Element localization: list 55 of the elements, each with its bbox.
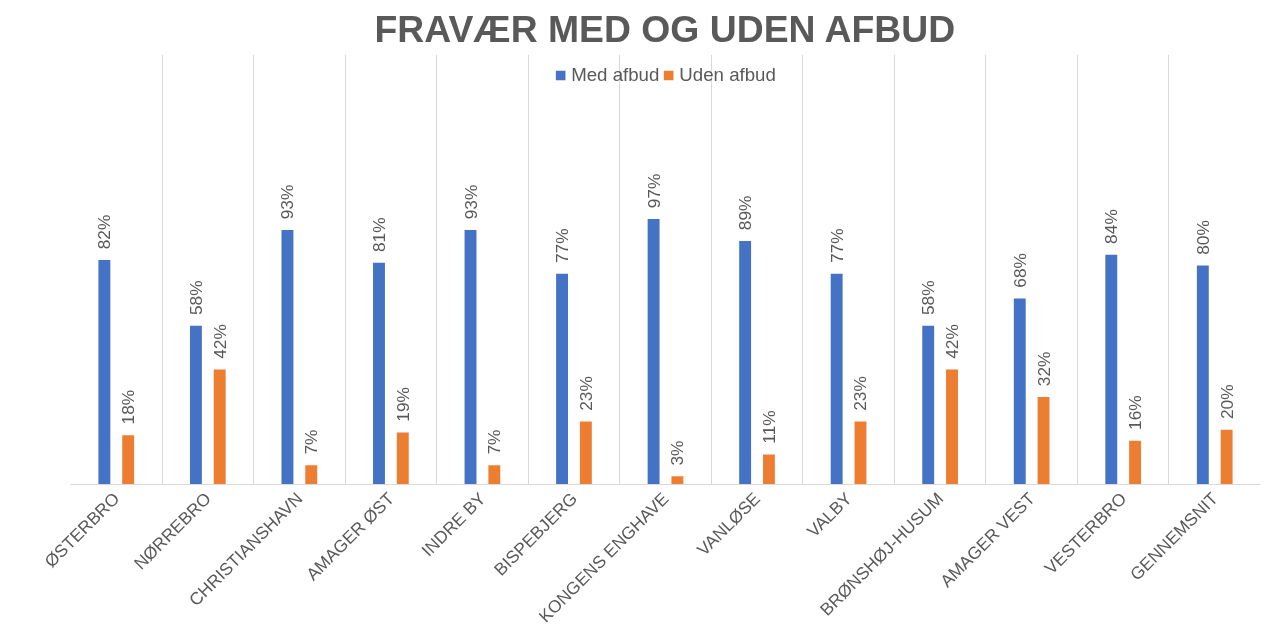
- bar: [281, 230, 294, 485]
- data-label: 3%: [667, 440, 688, 466]
- bar: [556, 273, 569, 485]
- bar: [922, 325, 935, 485]
- bar: [762, 454, 775, 485]
- bar: [1129, 440, 1142, 485]
- bar: [647, 219, 660, 485]
- data-label: 68%: [1009, 252, 1030, 288]
- bar: [305, 465, 318, 485]
- bar: [579, 421, 592, 485]
- data-label: 42%: [209, 324, 230, 359]
- data-label: 23%: [850, 376, 871, 411]
- bar: [122, 435, 135, 485]
- data-label: 80%: [1192, 220, 1213, 255]
- bar: [830, 273, 843, 485]
- data-label: 97%: [643, 173, 664, 209]
- data-label: 93%: [277, 184, 298, 220]
- bar: [488, 465, 501, 485]
- data-label: 11%: [758, 410, 779, 444]
- bar: [1105, 254, 1118, 485]
- data-label: 82%: [94, 214, 115, 250]
- data-label: 16%: [1125, 395, 1146, 430]
- data-label: 7%: [484, 429, 505, 455]
- data-label: 42%: [942, 324, 963, 359]
- bar: [1037, 396, 1050, 485]
- bar: [213, 369, 226, 485]
- data-label: 81%: [368, 217, 389, 253]
- data-label: 32%: [1033, 351, 1054, 387]
- bar: [946, 369, 958, 485]
- data-label: 89%: [735, 195, 756, 231]
- bar: [373, 262, 385, 485]
- data-label: 19%: [392, 387, 413, 422]
- bar: [98, 260, 111, 485]
- data-label: 84%: [1101, 209, 1122, 244]
- bar: [1196, 265, 1209, 485]
- data-label: 93%: [460, 184, 481, 220]
- bar: [464, 230, 477, 485]
- legend-label: Uden afbud: [679, 64, 776, 86]
- data-label: 77%: [552, 228, 573, 264]
- data-label: 58%: [185, 280, 206, 316]
- chart-title: FRAVÆR MED OG UDEN AFBUD: [374, 7, 956, 50]
- data-label: 77%: [826, 228, 847, 264]
- bar: [1013, 298, 1026, 485]
- data-label: 20%: [1216, 384, 1237, 420]
- bar: [1220, 429, 1233, 485]
- data-label: 58%: [918, 280, 939, 316]
- bar: [854, 421, 867, 485]
- data-label: 18%: [118, 389, 139, 425]
- legend-label: Med afbud: [571, 64, 660, 86]
- bar: [189, 325, 202, 485]
- bar: [396, 432, 409, 485]
- data-label: 23%: [575, 376, 596, 411]
- bar: [671, 476, 684, 485]
- bar: [739, 240, 752, 485]
- data-label: 7%: [301, 429, 322, 455]
